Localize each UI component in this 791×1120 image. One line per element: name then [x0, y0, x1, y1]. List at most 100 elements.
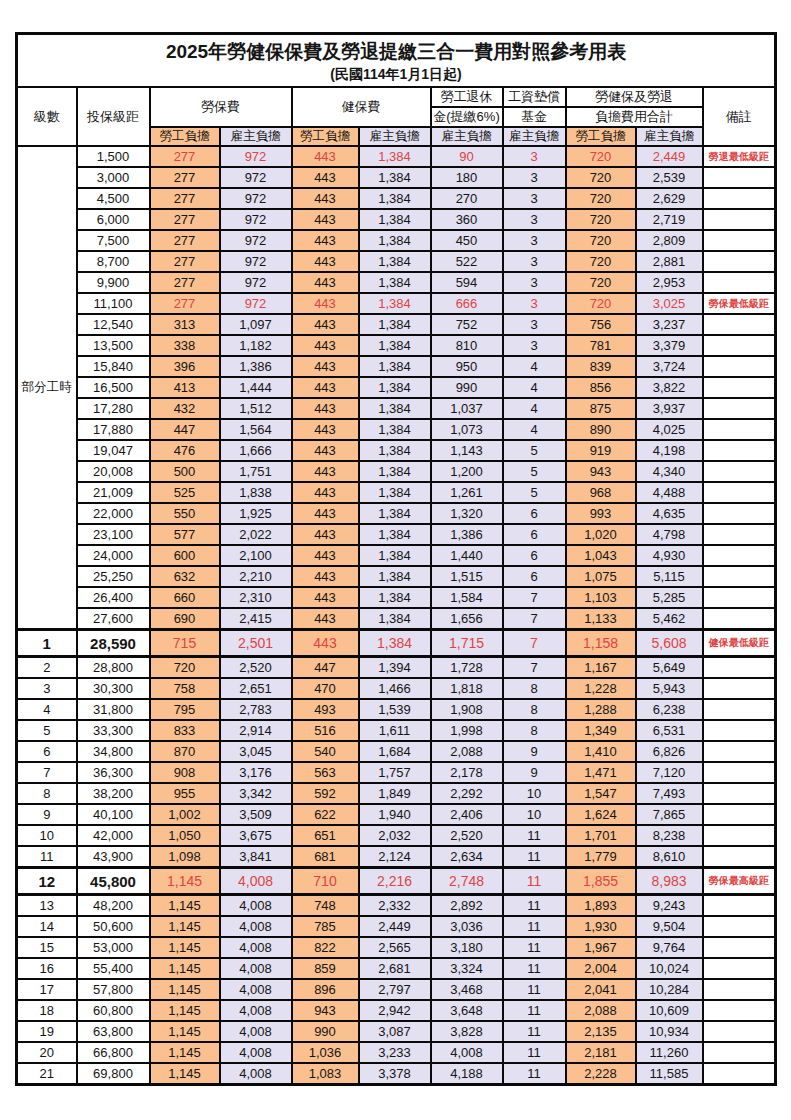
pension-employer-cell: 1,143	[431, 440, 503, 461]
remark-cell	[703, 209, 776, 230]
bracket-cell: 43,900	[77, 846, 150, 868]
pension-employer-cell: 2,748	[431, 868, 503, 895]
bracket-cell: 63,800	[77, 1021, 150, 1042]
wage-fund-employer-cell: 3	[503, 314, 566, 335]
bracket-cell: 11,100	[77, 293, 150, 314]
labor-insurance-employer-cell: 4,008	[220, 1042, 292, 1063]
wage-fund-employer-cell: 10	[503, 783, 566, 804]
health-insurance-employee-cell: 443	[292, 293, 359, 314]
labor-insurance-employee-cell: 1,145	[150, 916, 220, 937]
level-cell: 14	[17, 916, 77, 937]
health-insurance-employee-cell: 493	[292, 699, 359, 720]
remark-cell	[703, 1021, 776, 1042]
labor-insurance-employer-cell: 2,520	[220, 657, 292, 679]
wage-fund-employer-cell: 11	[503, 1063, 566, 1085]
labor-insurance-employer-cell: 972	[220, 272, 292, 293]
level-cell: 10	[17, 825, 77, 846]
labor-insurance-employee-cell: 550	[150, 503, 220, 524]
health-insurance-employer-cell: 2,942	[359, 1000, 431, 1021]
wage-fund-employer-cell: 3	[503, 188, 566, 209]
bracket-cell: 19,047	[77, 440, 150, 461]
total-employee-cell: 720	[566, 167, 636, 188]
health-insurance-employer-cell: 1,384	[359, 503, 431, 524]
remark-cell	[703, 419, 776, 440]
pension-employer-cell: 1,818	[431, 678, 503, 699]
total-employer-cell: 3,025	[636, 293, 703, 314]
labor-insurance-employer-cell: 4,008	[220, 958, 292, 979]
wage-fund-employer-cell: 4	[503, 419, 566, 440]
total-employee-cell: 756	[566, 314, 636, 335]
wage-fund-employer-cell: 3	[503, 293, 566, 314]
health-insurance-employer-cell: 1,384	[359, 419, 431, 440]
level-cell: 11	[17, 846, 77, 868]
remark-cell: 勞保最低級距	[703, 293, 776, 314]
remark-cell	[703, 937, 776, 958]
level-cell: 1	[17, 630, 77, 657]
labor-insurance-employee-cell: 1,050	[150, 825, 220, 846]
health-insurance-employer-cell: 1,384	[359, 398, 431, 419]
pension-employer-cell: 2,892	[431, 895, 503, 917]
total-employee-cell: 1,075	[566, 566, 636, 587]
health-insurance-employer-cell: 1,384	[359, 188, 431, 209]
wage-fund-employer-cell: 5	[503, 482, 566, 503]
bracket-cell: 66,800	[77, 1042, 150, 1063]
total-employee-cell: 1,701	[566, 825, 636, 846]
total-employee-cell: 1,133	[566, 608, 636, 630]
health-insurance-employee-cell: 443	[292, 440, 359, 461]
health-insurance-employee-cell: 443	[292, 461, 359, 482]
table-row: 26,4006602,3104431,3841,58471,1035,285	[17, 587, 776, 608]
health-insurance-employee-cell: 470	[292, 678, 359, 699]
bracket-cell: 42,000	[77, 825, 150, 846]
table-row: 21,0095251,8384431,3841,26159684,488	[17, 482, 776, 503]
labor-insurance-employee-cell: 338	[150, 335, 220, 356]
table-body: 部分工時1,5002779724431,3849037202,449勞退最低級距…	[17, 146, 776, 1085]
remark-cell	[703, 461, 776, 482]
total-employer-cell: 6,826	[636, 741, 703, 762]
level-cell: 3	[17, 678, 77, 699]
wage-fund-employer-cell: 3	[503, 251, 566, 272]
total-employee-cell: 1,967	[566, 937, 636, 958]
bracket-cell: 6,000	[77, 209, 150, 230]
pension-employer-cell: 1,386	[431, 524, 503, 545]
wage-fund-employer-cell: 11	[503, 1042, 566, 1063]
level-cell: 9	[17, 804, 77, 825]
total-employee-cell: 720	[566, 146, 636, 167]
health-insurance-employee-cell: 943	[292, 1000, 359, 1021]
table-row: 部分工時1,5002779724431,3849037202,449勞退最低級距	[17, 146, 776, 167]
total-employee-cell: 1,020	[566, 524, 636, 545]
labor-insurance-employee-cell: 1,145	[150, 1021, 220, 1042]
pension-employer-cell: 3,324	[431, 958, 503, 979]
health-insurance-employer-cell: 2,565	[359, 937, 431, 958]
labor-insurance-employer-cell: 972	[220, 209, 292, 230]
total-employee-cell: 720	[566, 209, 636, 230]
total-employer-cell: 3,724	[636, 356, 703, 377]
level-cell: 12	[17, 868, 77, 895]
health-insurance-employer-cell: 1,384	[359, 272, 431, 293]
wage-fund-employer-cell: 8	[503, 678, 566, 699]
bracket-cell: 15,840	[77, 356, 150, 377]
bracket-cell: 55,400	[77, 958, 150, 979]
total-employer-cell: 2,629	[636, 188, 703, 209]
remark-cell: 健保最低級距	[703, 630, 776, 657]
health-insurance-employee-cell: 990	[292, 1021, 359, 1042]
total-employer-cell: 7,865	[636, 804, 703, 825]
subheader-labor-employer: 雇主負擔	[220, 127, 292, 146]
wage-fund-employer-cell: 7	[503, 630, 566, 657]
table-row: 940,1001,0023,5096221,9402,406101,6247,8…	[17, 804, 776, 825]
remark-cell	[703, 545, 776, 566]
labor-insurance-employer-cell: 3,675	[220, 825, 292, 846]
health-insurance-employer-cell: 1,384	[359, 146, 431, 167]
bracket-cell: 38,200	[77, 783, 150, 804]
labor-insurance-employee-cell: 1,145	[150, 958, 220, 979]
col-header-level: 級數	[17, 87, 77, 146]
table-row: 7,5002779724431,38445037202,809	[17, 230, 776, 251]
health-insurance-employer-cell: 1,940	[359, 804, 431, 825]
total-employer-cell: 4,340	[636, 461, 703, 482]
title-cell: 2025年勞健保保費及勞退提繳三合一費用對照參考用表 (民國114年1月1日起)	[17, 34, 776, 88]
wage-fund-employer-cell: 8	[503, 699, 566, 720]
health-insurance-employee-cell: 443	[292, 251, 359, 272]
labor-insurance-employee-cell: 277	[150, 188, 220, 209]
pension-employer-cell: 3,468	[431, 979, 503, 1000]
labor-insurance-employee-cell: 833	[150, 720, 220, 741]
total-employer-cell: 4,798	[636, 524, 703, 545]
